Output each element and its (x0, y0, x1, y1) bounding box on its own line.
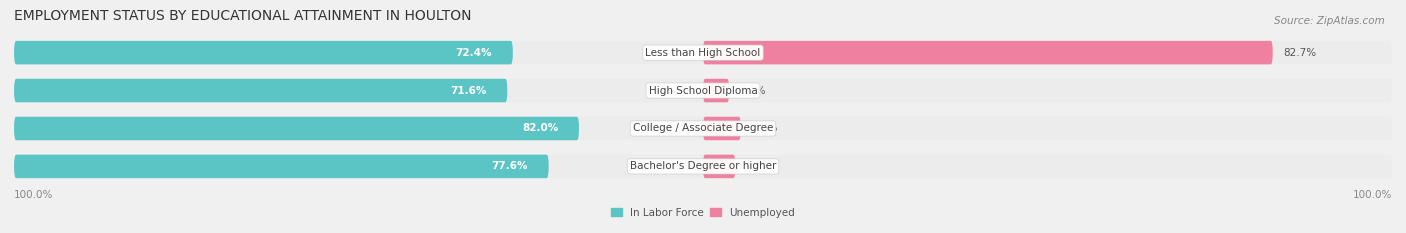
Text: EMPLOYMENT STATUS BY EDUCATIONAL ATTAINMENT IN HOULTON: EMPLOYMENT STATUS BY EDUCATIONAL ATTAINM… (14, 9, 471, 23)
FancyBboxPatch shape (14, 79, 1392, 102)
Text: Bachelor's Degree or higher: Bachelor's Degree or higher (630, 161, 776, 171)
Text: 71.6%: 71.6% (450, 86, 486, 96)
Text: 82.0%: 82.0% (522, 123, 558, 134)
Legend: In Labor Force, Unemployed: In Labor Force, Unemployed (607, 203, 799, 222)
Text: 5.5%: 5.5% (751, 123, 778, 134)
FancyBboxPatch shape (14, 155, 548, 178)
FancyBboxPatch shape (14, 79, 508, 102)
Text: High School Diploma: High School Diploma (648, 86, 758, 96)
Text: Source: ZipAtlas.com: Source: ZipAtlas.com (1274, 16, 1385, 26)
FancyBboxPatch shape (14, 41, 513, 64)
Text: Less than High School: Less than High School (645, 48, 761, 58)
FancyBboxPatch shape (14, 117, 579, 140)
Text: 72.4%: 72.4% (456, 48, 492, 58)
FancyBboxPatch shape (14, 155, 1392, 178)
Text: 4.7%: 4.7% (745, 161, 772, 171)
FancyBboxPatch shape (703, 79, 730, 102)
FancyBboxPatch shape (703, 117, 741, 140)
Text: 77.6%: 77.6% (492, 161, 529, 171)
Text: College / Associate Degree: College / Associate Degree (633, 123, 773, 134)
FancyBboxPatch shape (14, 41, 1392, 64)
FancyBboxPatch shape (703, 155, 735, 178)
FancyBboxPatch shape (703, 41, 1272, 64)
FancyBboxPatch shape (14, 117, 1392, 140)
Text: 3.8%: 3.8% (740, 86, 766, 96)
Text: 82.7%: 82.7% (1284, 48, 1316, 58)
Text: 100.0%: 100.0% (1353, 190, 1392, 200)
Text: 100.0%: 100.0% (14, 190, 53, 200)
